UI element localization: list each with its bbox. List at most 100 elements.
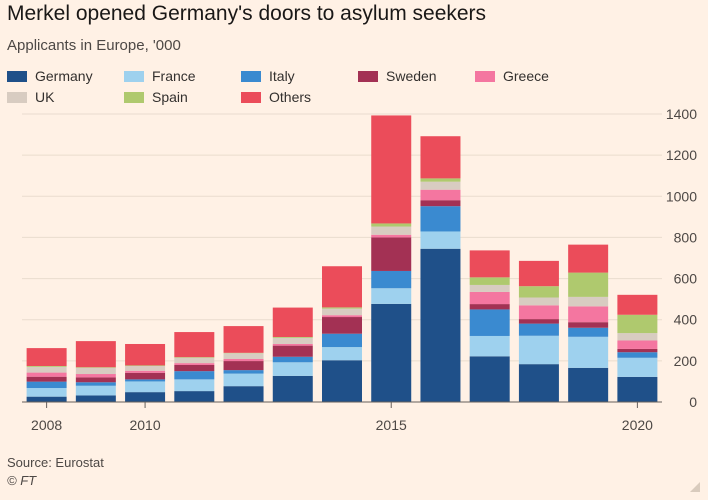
legend-label: Italy	[269, 68, 295, 84]
bar-segment-uk-2020	[617, 333, 658, 341]
bar-segment-italy-2018	[518, 323, 559, 336]
chart-subtitle: Applicants in Europe, '000	[7, 37, 181, 54]
y-tick-label: 1200	[666, 147, 697, 163]
bar-segment-greece-2018	[518, 305, 559, 320]
bar-segment-italy-2016	[420, 206, 461, 232]
legend-item-others: Others	[241, 89, 358, 105]
bar-segment-greece-2009	[75, 374, 116, 378]
bar-segment-italy-2009	[75, 382, 116, 386]
bar-segment-italy-2020	[617, 352, 658, 358]
legend-swatch	[7, 91, 27, 103]
bar-segment-spain-2016	[420, 178, 461, 182]
bar-segment-greece-2012	[223, 359, 264, 362]
bar-segment-france-2016	[420, 231, 461, 249]
bar-segment-greece-2019	[568, 306, 609, 323]
resize-corner-icon	[690, 482, 700, 492]
ft-credit: © FT	[7, 473, 37, 488]
bar-segment-others-2010	[125, 343, 166, 366]
bar-segment-uk-2014	[322, 308, 362, 316]
bar-segment-italy-2010	[125, 379, 166, 382]
bar-segment-spain-2017	[469, 277, 510, 285]
bar-segment-others-2015	[371, 115, 412, 224]
bar-segment-italy-2012	[223, 370, 264, 374]
bar-segment-greece-2020	[617, 340, 658, 349]
bar-segment-uk-2016	[420, 181, 461, 190]
bar-segment-sweden-2011	[174, 364, 215, 372]
bar-segment-greece-2015	[371, 234, 412, 238]
bar-segment-greece-2017	[469, 291, 510, 305]
y-tick-label: 200	[674, 353, 698, 369]
bar-segment-germany-2020	[617, 376, 658, 402]
y-tick-label: 0	[689, 394, 697, 410]
bar-segment-greece-2011	[174, 363, 215, 365]
bar-segment-spain-2014	[322, 307, 362, 309]
bar-segment-italy-2008	[26, 381, 67, 389]
bar-segment-germany-2019	[568, 367, 609, 402]
y-tick-label: 600	[674, 271, 698, 287]
bar-segment-sweden-2012	[223, 361, 264, 371]
bar-segment-greece-2008	[26, 372, 67, 377]
legend-item-germany: Germany	[7, 68, 124, 84]
bar-segment-others-2016	[420, 136, 461, 179]
bar-segment-uk-2018	[518, 297, 559, 306]
legend-item-sweden: Sweden	[358, 68, 475, 84]
legend-swatch	[358, 70, 378, 82]
bar-segment-greece-2010	[125, 370, 166, 373]
bar-segment-italy-2015	[371, 270, 412, 289]
bar-segment-spain-2019	[568, 272, 609, 297]
bar-segment-germany-2018	[518, 364, 559, 402]
bar-segment-germany-2014	[322, 360, 362, 402]
bar-segment-france-2013	[272, 362, 313, 376]
bar-segment-germany-2013	[272, 375, 313, 402]
bar-segment-uk-2011	[174, 357, 215, 364]
bar-segment-italy-2014	[322, 333, 362, 348]
x-tick-label: 2020	[622, 417, 653, 433]
legend-swatch	[7, 70, 27, 82]
legend-label: Greece	[503, 68, 549, 84]
bar-segment-others-2019	[568, 244, 609, 273]
bar-segment-spain-2011	[174, 357, 215, 358]
bar-segment-france-2018	[518, 335, 559, 365]
bar-segment-sweden-2014	[322, 317, 362, 334]
legend-item-greece: Greece	[475, 68, 592, 84]
y-tick-label: 1000	[666, 188, 697, 204]
bar-segment-france-2017	[469, 335, 510, 357]
bar-segment-uk-2019	[568, 296, 609, 307]
bar-segment-others-2017	[469, 250, 510, 278]
x-tick-label: 2010	[129, 417, 160, 433]
bar-segment-sweden-2017	[469, 304, 510, 310]
bar-segment-spain-2009	[75, 367, 116, 368]
source-note: Source: Eurostat	[7, 455, 104, 470]
chart-title: Merkel opened Germany's doors to asylum …	[7, 2, 487, 25]
x-tick-label: 2015	[376, 417, 407, 433]
bar-segment-germany-2009	[75, 395, 116, 402]
legend-label: Others	[269, 89, 312, 105]
bar-segment-greece-2013	[272, 343, 313, 346]
bar-segment-uk-2015	[371, 226, 412, 235]
bar-segment-france-2019	[568, 336, 609, 368]
bar-segment-france-2011	[174, 379, 215, 392]
bar-segment-sweden-2013	[272, 345, 313, 357]
bar-segment-uk-2012	[223, 353, 264, 360]
bar-segment-others-2013	[272, 307, 313, 337]
y-tick-label: 800	[674, 229, 698, 245]
legend-label: Germany	[35, 68, 93, 84]
bar-segment-sweden-2016	[420, 200, 461, 207]
legend-label: UK	[35, 89, 55, 105]
bar-segment-france-2012	[223, 373, 264, 387]
bar-segment-spain-2018	[518, 286, 559, 298]
legend-item-italy: Italy	[241, 68, 358, 84]
bar-segment-france-2008	[26, 388, 67, 397]
bar-segment-sweden-2008	[26, 376, 67, 382]
bar-segment-italy-2013	[272, 356, 313, 363]
bar-segment-sweden-2018	[518, 319, 559, 324]
bar-segment-others-2014	[322, 266, 362, 308]
bar-segment-spain-2008	[26, 366, 67, 367]
bar-segment-italy-2017	[469, 309, 510, 336]
x-tick-label: 2008	[31, 417, 62, 433]
stacked-bar-chart: 0 200 400 600 800 1000 1200 1400 2008 2010 2015 202…	[22, 106, 698, 433]
bar-segment-france-2020	[617, 357, 658, 377]
bar-segment-greece-2016	[420, 189, 461, 201]
bar-segment-germany-2017	[469, 356, 510, 402]
y-tick-label: 400	[674, 312, 698, 328]
